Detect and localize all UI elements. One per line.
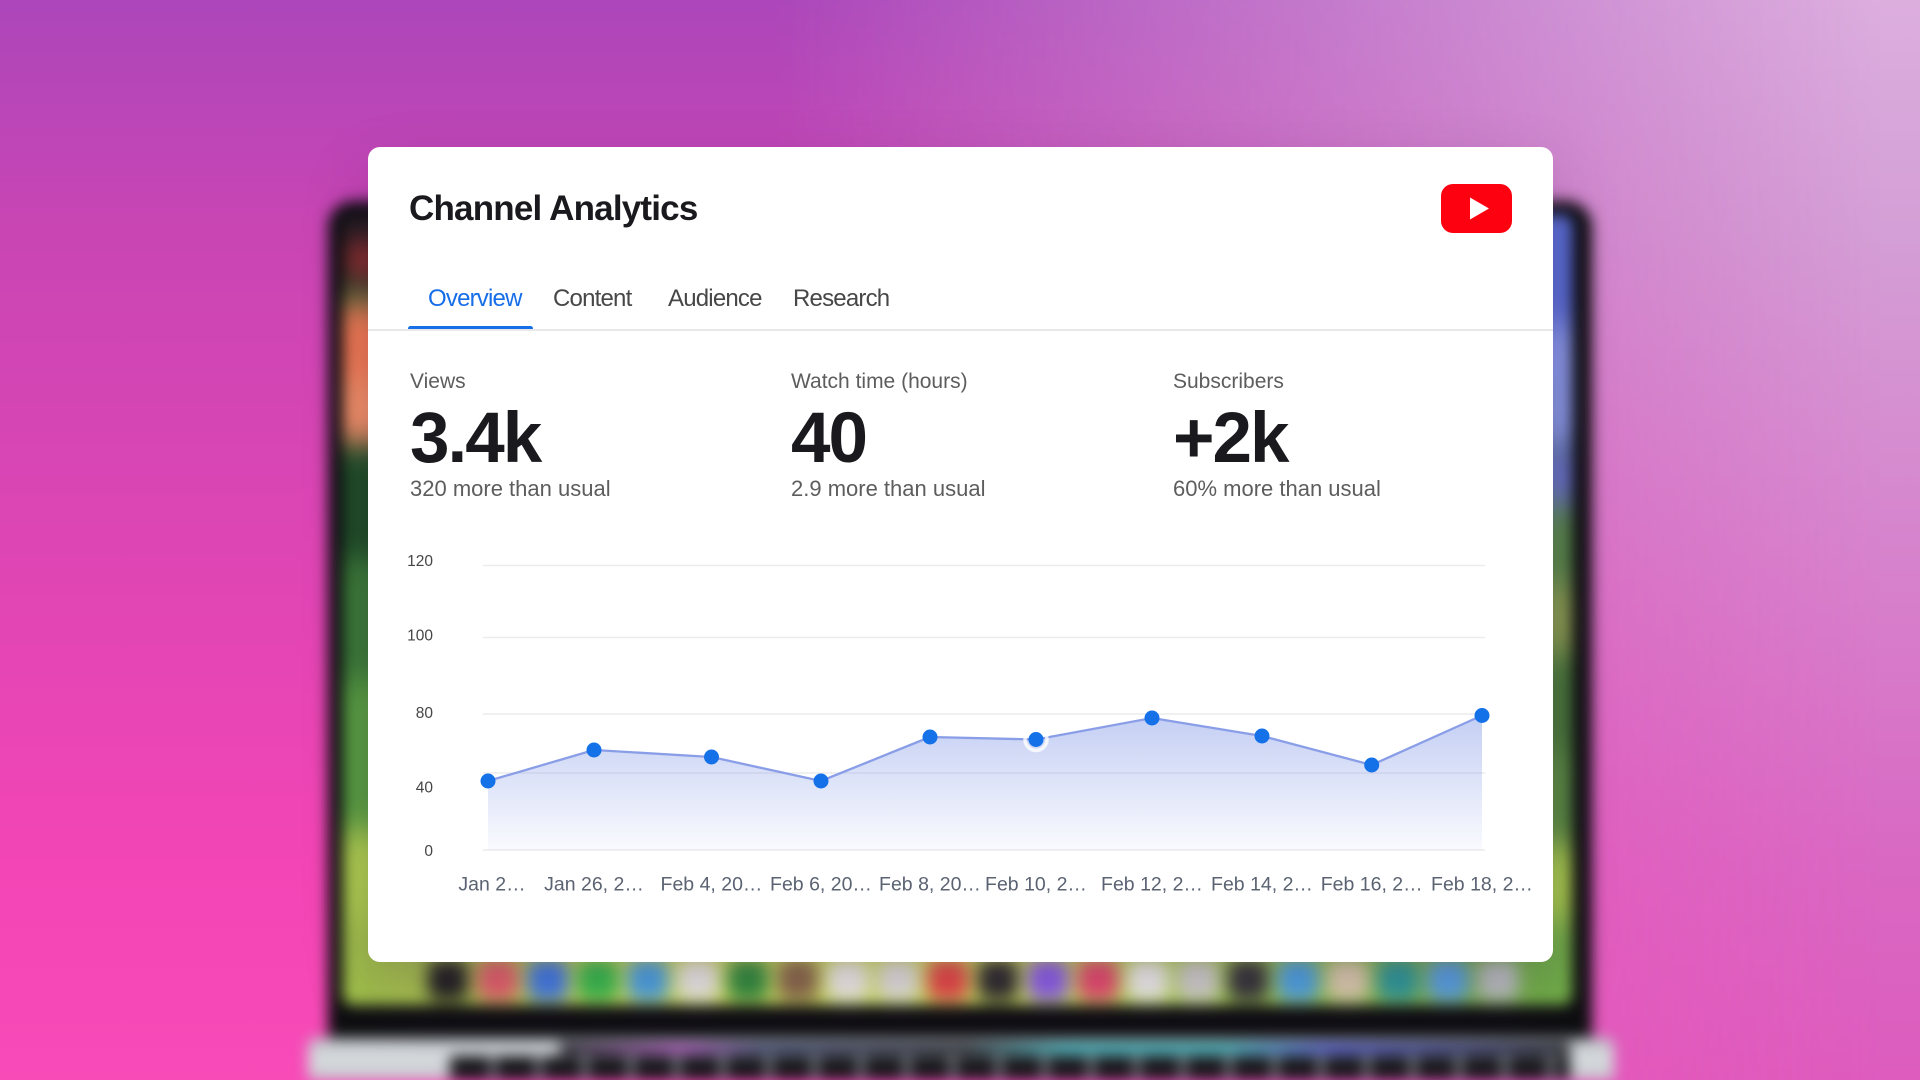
svg-text:Feb 4, 20…: Feb 4, 20… — [661, 874, 763, 896]
svg-text:Feb 18, 2…: Feb 18, 2… — [1431, 874, 1533, 896]
svg-text:Feb 12, 2…: Feb 12, 2… — [1101, 874, 1203, 896]
svg-text:Feb 16, 2…: Feb 16, 2… — [1321, 874, 1423, 896]
svg-text:Feb 14, 2…: Feb 14, 2… — [1211, 874, 1313, 896]
svg-text:100: 100 — [407, 628, 433, 645]
svg-text:40: 40 — [416, 780, 434, 797]
svg-text:Jan 2…: Jan 2… — [458, 874, 525, 896]
svg-text:Jan 26, 2…: Jan 26, 2… — [544, 874, 644, 896]
svg-text:120: 120 — [407, 553, 433, 570]
svg-text:Feb 8, 20…: Feb 8, 20… — [879, 874, 981, 896]
svg-text:0: 0 — [424, 843, 433, 860]
svg-text:Feb 10, 2…: Feb 10, 2… — [985, 874, 1087, 896]
svg-text:Feb 6, 20…: Feb 6, 20… — [770, 874, 872, 896]
svg-text:80: 80 — [416, 705, 434, 722]
